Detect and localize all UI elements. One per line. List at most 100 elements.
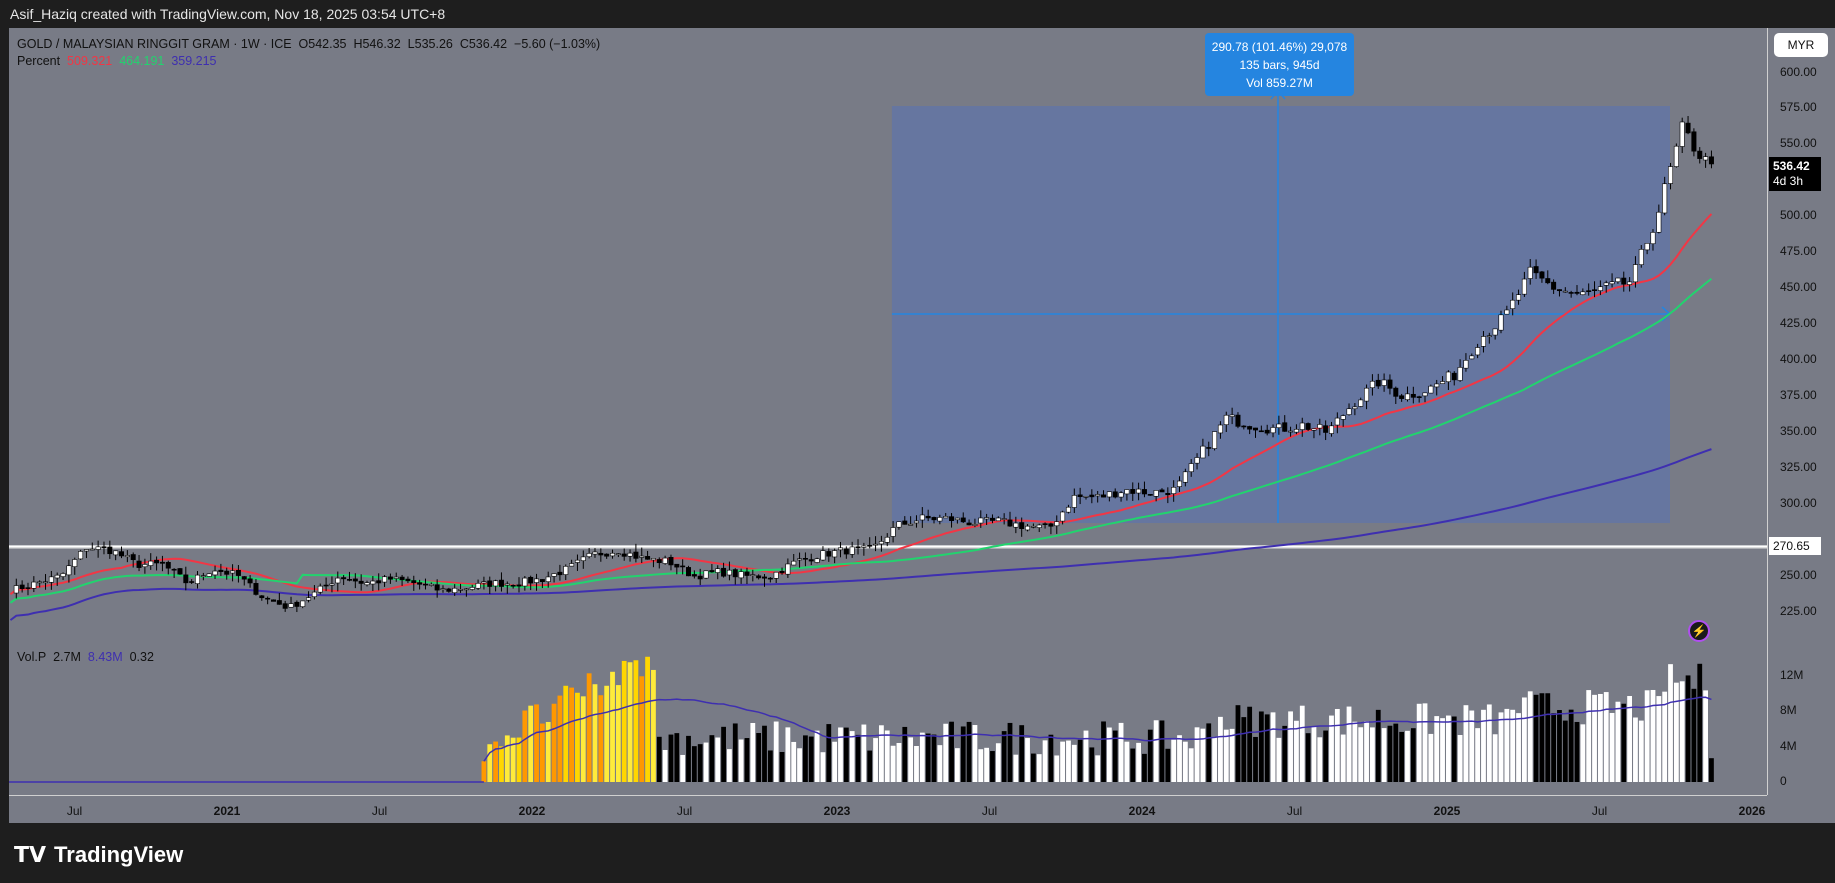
volume-bar	[1130, 748, 1136, 782]
volume-bar	[709, 735, 715, 782]
candle	[913, 520, 919, 524]
candle	[843, 548, 849, 555]
time-tick: Jul	[371, 804, 388, 818]
candle	[1545, 278, 1551, 284]
candle	[282, 603, 288, 609]
candle	[422, 583, 428, 586]
candle	[949, 516, 955, 521]
candle	[873, 543, 879, 546]
candle	[1317, 424, 1323, 429]
volume-bar	[504, 735, 510, 782]
volume-tick: 8M	[1780, 703, 1797, 718]
candle	[890, 527, 896, 537]
time-axis[interactable]: Jul 2021 Jul 2022 Jul 2023 Jul 2024 Jul 2025 Jul 20…	[9, 795, 1767, 823]
candle	[1586, 290, 1592, 292]
volume-bar	[890, 745, 896, 782]
price-tick: 375.00	[1780, 388, 1817, 403]
volume-bar	[843, 727, 849, 782]
candle	[674, 563, 680, 568]
volume-bar	[1060, 741, 1066, 782]
candle	[761, 576, 767, 579]
volume-bar	[732, 723, 738, 782]
candle	[124, 555, 130, 558]
candle	[534, 578, 540, 583]
volume-bar	[1118, 722, 1124, 782]
volume-bar	[1247, 706, 1253, 782]
candle	[1293, 428, 1299, 433]
volume-bar	[1498, 712, 1504, 782]
candle	[1323, 425, 1329, 433]
candle	[633, 551, 639, 559]
volume-bar	[1580, 724, 1586, 782]
candle	[370, 580, 376, 585]
candle	[218, 569, 224, 572]
volume-bar	[1364, 721, 1369, 782]
currency-button[interactable]: MYR	[1774, 33, 1828, 57]
price-tick: 600.00	[1780, 64, 1817, 79]
candle	[1381, 379, 1387, 386]
volume-bar	[1282, 725, 1288, 782]
volume-bar	[1323, 730, 1329, 782]
volume-bar	[627, 662, 633, 782]
volume-bar	[1527, 691, 1533, 782]
price-chart[interactable]	[9, 28, 1767, 795]
candle	[545, 576, 551, 582]
volume-bar	[873, 738, 878, 782]
price-tick: 450.00	[1780, 280, 1817, 295]
volume-bar	[1504, 708, 1510, 782]
candle	[645, 556, 651, 560]
time-tick: 2026	[1738, 804, 1766, 818]
volume-bar	[1405, 730, 1410, 782]
candle	[101, 546, 107, 548]
candle	[206, 573, 212, 577]
candle	[1410, 393, 1416, 398]
candle	[586, 553, 592, 557]
chart-frame: GOLD / MALAYSIAN RINGGIT GRAM · 1W · ICE…	[9, 28, 1835, 823]
volume-bar	[1054, 755, 1060, 782]
price-tick: 475.00	[1780, 244, 1817, 259]
volume-bar	[516, 737, 522, 782]
candle	[1638, 249, 1644, 265]
price-axis[interactable]: MYR 600.00 575.00 550.00 500.00 475.00 450.00…	[1767, 28, 1835, 795]
candle	[621, 553, 627, 557]
volume-bar	[691, 746, 697, 782]
candle	[516, 584, 522, 587]
candle	[1708, 156, 1714, 165]
brand-name: TradingView	[54, 842, 184, 867]
volume-bar	[1066, 740, 1071, 782]
candle	[709, 570, 715, 573]
candle	[130, 554, 136, 561]
candle	[1036, 524, 1042, 528]
candle	[1136, 488, 1142, 494]
price-tick: 575.00	[1780, 100, 1817, 115]
volume-bar	[972, 725, 978, 782]
candle	[504, 583, 510, 586]
lightning-icon[interactable]: ⚡	[1688, 620, 1710, 642]
volume-bar	[914, 745, 919, 782]
volume-bar	[1153, 720, 1159, 782]
high-value: H546.32	[353, 37, 401, 51]
candle	[884, 536, 890, 543]
volume-bar	[995, 743, 1001, 782]
volume-tick: 0	[1780, 774, 1787, 788]
candle	[1440, 381, 1446, 384]
volume-bar	[1294, 720, 1299, 782]
volume-bar	[1673, 682, 1679, 782]
candle	[54, 574, 60, 579]
volume-bar	[1603, 692, 1609, 782]
volume-bar	[826, 724, 832, 782]
candle	[1510, 299, 1516, 309]
candle	[510, 584, 516, 587]
volume-bar	[1136, 742, 1141, 782]
candle	[452, 587, 458, 594]
plot-area[interactable]: GOLD / MALAYSIAN RINGGIT GRAM · 1W · ICE…	[9, 28, 1767, 795]
time-tick: 2023	[823, 804, 851, 818]
volume-bar	[1165, 748, 1171, 782]
volume-bar	[902, 726, 908, 782]
candle	[1095, 494, 1101, 497]
volume-bar	[1533, 694, 1539, 782]
volume-bar	[1481, 709, 1486, 782]
time-tick: Jul	[981, 804, 998, 818]
candle	[1463, 360, 1469, 369]
volume-bar	[1182, 741, 1188, 782]
